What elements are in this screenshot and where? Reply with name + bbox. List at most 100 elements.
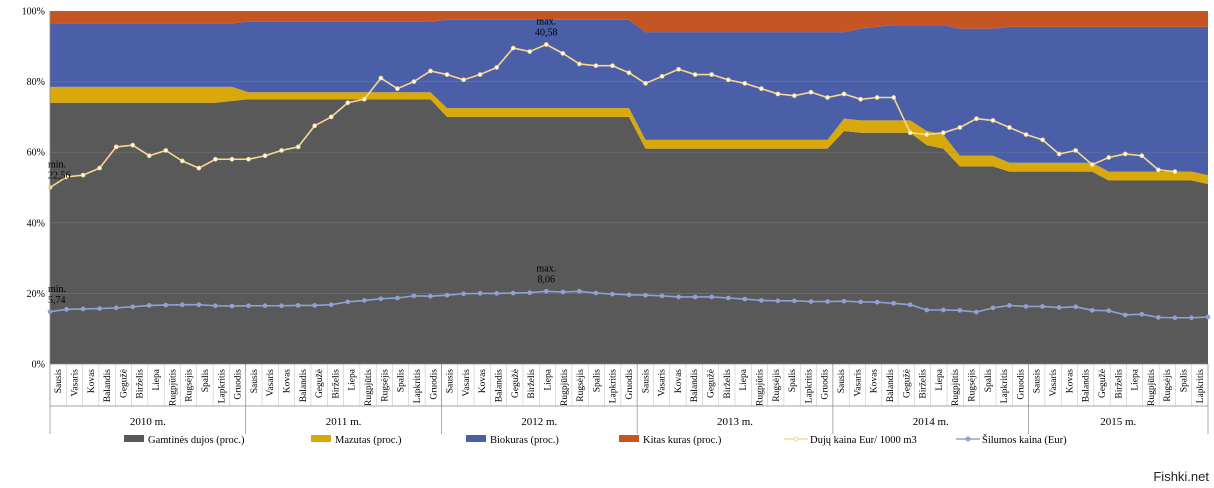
- point-silumos-kaina-eur: [1056, 305, 1062, 310]
- y-tick-label: 60%: [27, 148, 45, 159]
- point-silumos-kaina-eur: [643, 292, 648, 298]
- point-silumos-kaina-eur: [213, 303, 218, 309]
- point-silumos-kaina-eur: [792, 298, 797, 304]
- x-tick-label: Liepa: [348, 368, 358, 390]
- point-duju-kaina-eur-1000-m3: [1106, 155, 1112, 160]
- year-label: 2011 m.: [326, 416, 362, 428]
- point-duju-kaina-eur-1000-m3: [213, 156, 218, 162]
- x-tick-label: Rugsėjis: [576, 369, 586, 402]
- point-duju-kaina-eur-1000-m3: [742, 81, 748, 86]
- x-tick-label: Gegužė: [511, 369, 521, 398]
- axes: 0% 20% 40% 60% 80% 100% Sausis Vasaris Kovas Bala…: [22, 7, 1209, 434]
- point-duju-kaina-eur-1000-m3: [361, 96, 367, 102]
- legend-item: Kitas kuras (proc.): [619, 435, 722, 446]
- year-label: 2013 m.: [717, 416, 753, 428]
- x-tick-label: Birželis: [1114, 369, 1124, 399]
- x-tick-label: Rugsėjis: [1163, 369, 1173, 402]
- x-tick-label: Kovas: [870, 369, 880, 394]
- point-duju-kaina-eur-1000-m3: [312, 123, 318, 129]
- x-tick-label: Spalis: [592, 369, 602, 393]
- point-silumos-kaina-eur: [1023, 304, 1029, 309]
- point-silumos-kaina-eur: [378, 296, 384, 302]
- legend-swatch: [311, 435, 331, 442]
- x-tick-label: Spalis: [984, 369, 994, 393]
- x-tick-label: Lapkritis: [1000, 369, 1010, 404]
- point-silumos-kaina-eur: [659, 293, 665, 299]
- point-duju-kaina-eur-1000-m3: [775, 91, 781, 97]
- x-tick-label: Balandis: [495, 369, 505, 403]
- annotation-value: 8,06: [538, 274, 556, 285]
- point-silumos-kaina-eur: [957, 307, 963, 313]
- year-label: 2012 m.: [521, 416, 557, 428]
- point-duju-kaina-eur-1000-m3: [80, 172, 86, 178]
- y-tick-label: 20%: [27, 289, 45, 300]
- point-duju-kaina-eur-1000-m3: [196, 165, 202, 171]
- point-silumos-kaina-eur: [560, 289, 566, 295]
- point-silumos-kaina-eur: [543, 288, 549, 294]
- point-duju-kaina-eur-1000-m3: [1073, 148, 1079, 153]
- x-tick-label: Gruodis: [429, 369, 439, 400]
- point-silumos-kaina-eur: [1156, 315, 1161, 320]
- legend-label: Biokuras (proc.): [490, 435, 559, 446]
- point-duju-kaina-eur-1000-m3: [709, 72, 715, 77]
- point-duju-kaina-eur-1000-m3: [725, 77, 731, 83]
- point-silumos-kaina-eur: [626, 292, 632, 298]
- point-duju-kaina-eur-1000-m3: [1007, 125, 1012, 130]
- point-silumos-kaina-eur: [940, 307, 946, 313]
- point-silumos-kaina-eur: [1007, 303, 1012, 308]
- point-duju-kaina-eur-1000-m3: [858, 96, 863, 102]
- x-tick-label: Vasaris: [266, 369, 276, 397]
- point-silumos-kaina-eur: [825, 299, 830, 304]
- point-duju-kaina-eur-1000-m3: [1122, 151, 1128, 157]
- point-duju-kaina-eur-1000-m3: [97, 165, 102, 171]
- x-tick-label: Rugpjūtis: [168, 369, 178, 406]
- legend: Gamtinės dujos (proc.) Mazutas (proc.) Bio…: [124, 434, 1067, 446]
- point-duju-kaina-eur-1000-m3: [262, 153, 268, 159]
- point-duju-kaina-eur-1000-m3: [64, 174, 69, 180]
- point-duju-kaina-eur-1000-m3: [328, 114, 334, 120]
- x-tick-label: Rugsėjis: [968, 369, 978, 402]
- annotation-label: min.: [48, 160, 66, 171]
- point-duju-kaina-eur-1000-m3: [1089, 162, 1095, 167]
- point-duju-kaina-eur-1000-m3: [428, 68, 433, 74]
- point-silumos-kaina-eur: [146, 303, 152, 308]
- point-duju-kaina-eur-1000-m3: [643, 81, 648, 86]
- x-tick-label: Rugsėjis: [772, 369, 782, 402]
- point-duju-kaina-eur-1000-m3: [990, 118, 996, 123]
- point-silumos-kaina-eur: [113, 305, 119, 311]
- point-duju-kaina-eur-1000-m3: [461, 77, 466, 83]
- annotation-label: max.: [536, 17, 556, 28]
- legend-marker: [793, 436, 799, 442]
- point-silumos-kaina-eur: [163, 302, 169, 308]
- point-silumos-kaina-eur: [742, 296, 748, 302]
- point-duju-kaina-eur-1000-m3: [924, 132, 930, 137]
- point-duju-kaina-eur-1000-m3: [593, 63, 599, 69]
- x-tick-label: Lapkritis: [413, 369, 423, 404]
- point-silumos-kaina-eur: [841, 298, 847, 304]
- x-tick-label: Spalis: [201, 369, 211, 393]
- point-duju-kaina-eur-1000-m3: [808, 89, 814, 95]
- point-silumos-kaina-eur: [395, 295, 400, 301]
- point-duju-kaina-eur-1000-m3: [792, 93, 797, 99]
- point-silumos-kaina-eur: [80, 306, 86, 312]
- x-tick-label: Gruodis: [234, 369, 244, 400]
- point-silumos-kaina-eur: [709, 294, 715, 300]
- point-duju-kaina-eur-1000-m3: [494, 65, 500, 70]
- point-silumos-kaina-eur: [345, 299, 351, 305]
- x-tick-label: Spalis: [1180, 369, 1190, 393]
- point-silumos-kaina-eur: [924, 307, 930, 313]
- x-tick-label: Birželis: [919, 369, 929, 399]
- point-silumos-kaina-eur: [1172, 315, 1178, 321]
- point-duju-kaina-eur-1000-m3: [841, 91, 847, 97]
- point-duju-kaina-eur-1000-m3: [179, 158, 185, 164]
- point-silumos-kaina-eur: [64, 306, 69, 312]
- x-tick-label: Liepa: [152, 368, 162, 390]
- point-duju-kaina-eur-1000-m3: [246, 156, 251, 162]
- point-silumos-kaina-eur: [676, 294, 681, 300]
- x-tick-label: Gegužė: [1098, 369, 1108, 398]
- point-duju-kaina-eur-1000-m3: [874, 95, 880, 100]
- x-tick-label: Birželis: [723, 369, 733, 399]
- point-duju-kaina-eur-1000-m3: [659, 73, 665, 79]
- point-silumos-kaina-eur: [510, 290, 516, 296]
